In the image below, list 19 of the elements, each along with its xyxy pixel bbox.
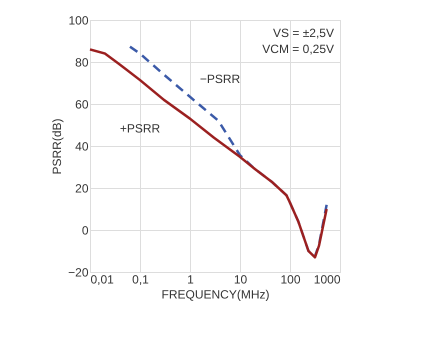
y-tick-label: 100 [68, 14, 89, 28]
x-axis-title: FREQUENCY(MHz) [162, 288, 270, 302]
x-tick-label: 10 [234, 272, 248, 286]
annotation: VCM = 0,25V [262, 42, 334, 56]
series-label: −PSRR [200, 72, 240, 86]
x-tick-label: 0,1 [132, 272, 150, 286]
y-tick-label: 60 [75, 98, 89, 112]
annotation: VS = ±2,5V [273, 26, 334, 40]
y-tick-label: 80 [75, 56, 89, 70]
y-tick-label: −20 [68, 266, 89, 280]
y-axis-title: PSRR(dB) [50, 118, 64, 175]
y-tick-label: 40 [75, 140, 89, 154]
y-tick-label: 20 [75, 182, 89, 196]
x-tick-label: 100 [280, 272, 301, 286]
x-tick-label: 1000 [314, 272, 341, 286]
y-tick-label: 0 [82, 224, 89, 238]
x-tick-label: 1 [187, 272, 194, 286]
x-tick-label: 0,01 [90, 272, 114, 286]
series-label: +PSRR [120, 122, 160, 136]
